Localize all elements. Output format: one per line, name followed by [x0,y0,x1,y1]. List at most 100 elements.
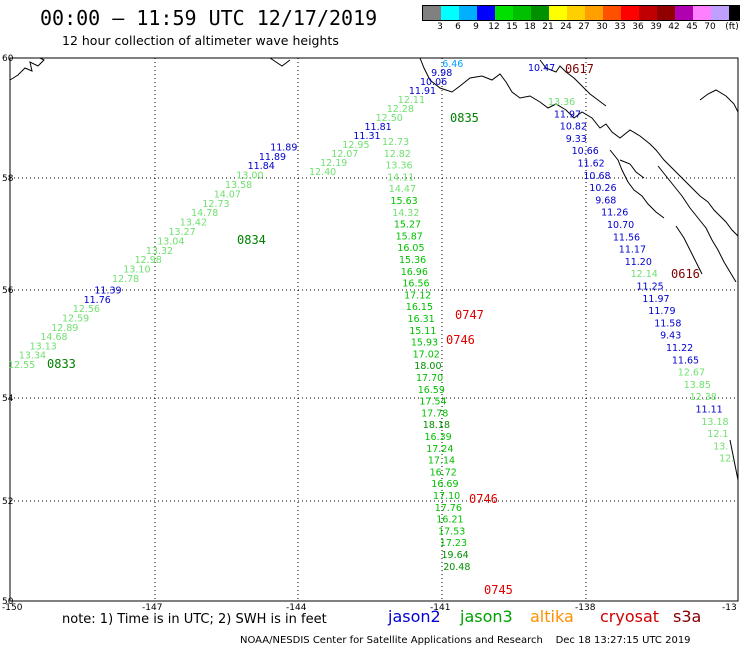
swh-value: 12.89 [51,323,78,334]
lat-label-56: 56 [2,286,14,296]
swh-value: 16.31 [408,314,435,325]
swh-value: 11.65 [672,355,699,366]
legend-swatch [693,6,711,20]
swh-value: 12.55 [8,360,35,371]
swh-value: 9.68 [595,195,616,206]
swh-value: 12.73 [202,199,229,210]
swh-value: 17.23 [440,538,467,549]
legend-swatch [621,6,639,20]
swh-value: 11.89 [259,152,286,163]
color-legend [422,5,740,21]
swh-value: 12.28 [387,104,414,115]
swh-value: 15.63 [391,196,418,207]
swh-value: 16.56 [402,279,429,290]
swh-value: 13.32 [146,246,173,257]
swh-value: 11.84 [248,161,275,172]
legend-tick-label: (ft) [725,22,739,32]
swh-value: 12. [719,454,734,465]
swh-value: 11.22 [666,343,693,354]
swh-value: 6.46 [442,59,463,70]
swh-value: 17.24 [426,444,453,455]
swh-value: 9.98 [431,68,452,79]
swh-value: 15.27 [394,220,421,231]
swh-value: 12.67 [678,368,705,379]
legend-tick-label: 21 [542,22,554,32]
swh-value: 18.00 [414,361,441,372]
swh-value: 10.66 [572,146,599,157]
swh-value: 15.36 [399,255,426,266]
altimeter-tracks: 12.5513.3413.1314.6812.8912.5912.5611.76… [8,59,734,573]
legend-ticks: 3 6 9 12 15 18 21 24 27 30 33 36 39 42 45 70 (ft) [422,22,740,36]
swh-value: 12.95 [342,140,369,151]
swh-value: 17.12 [404,290,431,301]
lat-label-54: 54 [2,394,14,404]
swh-value: 12.38 [690,392,717,403]
swh-value: 11.97 [642,294,669,305]
pass-time-label: 0833 [47,357,76,371]
legend-tick-label: 3 [437,22,443,32]
swh-value: 12.40 [309,167,336,178]
lon-label-150: -150 [2,603,23,613]
swh-value: 12.50 [376,113,403,124]
legend-tick-label: 24 [560,22,572,32]
legend-tick-label: 18 [524,22,536,32]
legend-swatch [567,6,585,20]
legend-swatch [603,6,621,20]
legend-swatch [585,6,603,20]
pass-time-label: 0617 [565,62,594,76]
swh-value: 10.06 [420,77,447,88]
swh-value: 11.81 [365,122,392,133]
swh-value: 15.93 [411,338,438,349]
pass-time-labels: 0833 0834 0835 0747 0746 0746 0745 0616 0617 [47,62,700,597]
swh-value: 15.87 [396,231,423,242]
pass-time-label: 0745 [484,583,513,597]
pass-time-label: 0746 [469,492,498,506]
map-grid [10,58,738,601]
swh-value: 16.05 [397,243,424,254]
swh-value: 10.68 [583,171,610,182]
legend-tick-label: 30 [596,22,608,32]
legend-tick-label: 45 [686,22,698,32]
swh-value: 17.02 [413,349,440,360]
legend-swatch [477,6,495,20]
swh-value: 14.11 [387,172,414,183]
swh-value: 16.96 [401,267,428,278]
legend-tick-label: 27 [578,22,590,32]
pass-time-label: 0747 [455,308,484,322]
swh-value: 11.91 [409,86,436,97]
lon-label-144: -144 [286,603,307,613]
swh-value: 17.70 [416,373,443,384]
legend-swatch [423,6,441,20]
pass-time-label: 0746 [446,333,475,347]
swh-value: 11.26 [601,208,628,219]
swh-value: 13.13 [30,341,57,352]
swh-value: 12.14 [631,269,658,280]
swh-value: 12.1 [707,429,728,440]
units-note: note: 1) Time is in UTC; 2) SWH is in fe… [62,612,327,627]
swh-value: 11.39 [94,286,121,297]
legend-tick-label: 42 [668,22,680,32]
lat-label-50: 50 [2,597,14,607]
swh-value: 9.33 [566,134,587,145]
swh-value: 14.32 [392,208,419,219]
swh-value: 13.36 [548,97,575,108]
swh-value: 13.58 [225,180,252,191]
swh-value: 13.04 [157,236,184,247]
swh-value: 12.56 [73,304,100,315]
legend-swatch [549,6,567,20]
swh-value: 12.82 [384,149,411,160]
satellite-legend-jason2: jason2 [388,607,441,626]
legend-swatch [441,6,459,20]
swh-value: 11.79 [648,306,675,317]
swh-value: 10.26 [589,183,616,194]
pass-time-label: 0834 [237,233,266,247]
swh-value: 13.36 [385,161,412,172]
footer-credit: NOAA/NESDIS Center for Satellite Applica… [240,635,691,646]
swh-value: 13.10 [123,265,150,276]
swh-value: 12.73 [382,137,409,148]
swh-value: 19.64 [442,550,469,561]
swh-value: 13.27 [169,227,196,238]
lon-label-141: -141 [430,603,450,613]
swh-value: 12.59 [62,314,89,325]
